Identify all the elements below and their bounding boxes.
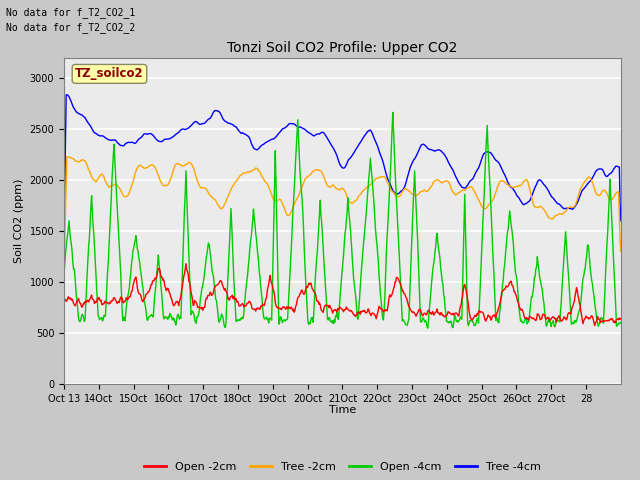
Legend: Open -2cm, Tree -2cm, Open -4cm, Tree -4cm: Open -2cm, Tree -2cm, Open -4cm, Tree -4… — [140, 457, 545, 476]
Text: No data for f_T2_CO2_2: No data for f_T2_CO2_2 — [6, 22, 136, 33]
Title: Tonzi Soil CO2 Profile: Upper CO2: Tonzi Soil CO2 Profile: Upper CO2 — [227, 41, 458, 55]
Text: TZ_soilco2: TZ_soilco2 — [75, 67, 144, 80]
Y-axis label: Soil CO2 (ppm): Soil CO2 (ppm) — [14, 179, 24, 263]
X-axis label: Time: Time — [329, 405, 356, 415]
Text: No data for f_T2_CO2_1: No data for f_T2_CO2_1 — [6, 7, 136, 18]
